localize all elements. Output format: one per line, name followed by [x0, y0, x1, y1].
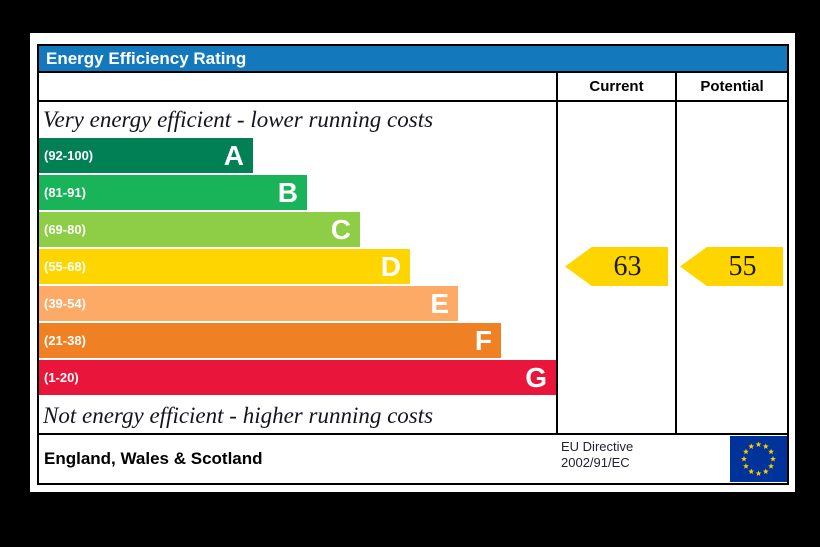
- current-rating-arrow: 63: [565, 247, 668, 286]
- eu-flag-icon: [730, 436, 787, 482]
- eu-flag-star: [748, 443, 755, 449]
- eu-flag-star: [762, 468, 769, 475]
- band-row-g: (1-20) G: [39, 360, 556, 395]
- footer-row: England, Wales & Scotland EU Directive 2…: [39, 433, 787, 483]
- band-letter: G: [525, 362, 547, 393]
- eu-flag-star: [742, 448, 749, 455]
- header-potential-label: Potential: [700, 78, 764, 95]
- eu-flag-star: [755, 470, 762, 477]
- band-range-label: (1-20): [44, 370, 79, 385]
- eu-flag-star: [742, 463, 749, 469]
- potential-column: 55: [675, 102, 787, 433]
- column-header-row: Current Potential: [39, 73, 787, 102]
- header-potential: Potential: [675, 73, 787, 100]
- eu-directive-line1: EU Directive: [561, 439, 634, 454]
- band-range-label: (81-91): [44, 185, 86, 200]
- band-row-c: (69-80) C: [39, 212, 556, 247]
- current-rating-value: 63: [613, 250, 642, 282]
- eu-directive-text: EU Directive 2002/91/EC: [561, 439, 633, 471]
- band-bar-d: (55-68) D: [39, 249, 410, 284]
- band-row-e: (39-54) E: [39, 286, 556, 321]
- epc-chart-frame: Energy Efficiency Rating Current Potenti…: [37, 44, 789, 485]
- band-bar-c: (69-80) C: [39, 212, 360, 247]
- caption-not-efficient: Not energy efficient - higher running co…: [43, 403, 434, 428]
- current-column: 63: [556, 102, 675, 433]
- eu-flag-star: [768, 448, 775, 455]
- potential-rating-arrow: 55: [680, 247, 783, 286]
- band-range-label: (92-100): [44, 148, 94, 163]
- band-range-label: (21-38): [44, 333, 86, 348]
- chart-body: Very energy efficient - lower running co…: [39, 102, 787, 433]
- band-bar-a: (92-100) A: [39, 138, 253, 173]
- header-current: Current: [556, 73, 675, 100]
- band-letter: D: [380, 251, 401, 282]
- band-bar-e: (39-54) E: [39, 286, 458, 321]
- band-letter: E: [430, 288, 449, 319]
- header-current-label: Current: [589, 78, 644, 95]
- band-range-label: (69-80): [44, 222, 86, 237]
- eu-flag-star: [748, 468, 755, 475]
- band-range-label: (55-68): [44, 259, 86, 274]
- band-letter: A: [223, 140, 244, 171]
- potential-rating-value: 55: [728, 250, 757, 282]
- chart-title-bar: Energy Efficiency Rating: [39, 46, 787, 73]
- band-bar-f: (21-38) F: [39, 323, 501, 358]
- band-letter: F: [474, 325, 492, 356]
- header-spacer: [39, 73, 556, 100]
- eu-directive-line2: 2002/91/EC: [561, 455, 630, 470]
- eu-flag-star: [755, 441, 762, 448]
- band-range-label: (39-54): [44, 296, 86, 311]
- eu-flag-star: [770, 455, 776, 462]
- chart-title: Energy Efficiency Rating: [46, 48, 247, 68]
- epc-chart-card: Energy Efficiency Rating Current Potenti…: [30, 33, 795, 492]
- eu-flag-star: [741, 455, 747, 462]
- eu-flag-star: [768, 463, 775, 469]
- band-row-a: (92-100) A: [39, 138, 556, 173]
- eu-flag-star: [762, 443, 769, 449]
- band-letter: B: [277, 177, 298, 208]
- band-row-f: (21-38) F: [39, 323, 556, 358]
- band-row-d: (55-68) D: [39, 249, 556, 284]
- region-label: England, Wales & Scotland: [44, 449, 263, 468]
- caption-efficient: Very energy efficient - lower running co…: [43, 107, 434, 132]
- bands-area: Very energy efficient - lower running co…: [39, 102, 556, 433]
- band-bar-g: (1-20) G: [39, 360, 556, 395]
- band-row-b: (81-91) B: [39, 175, 556, 210]
- band-bar-b: (81-91) B: [39, 175, 307, 210]
- band-letter: C: [330, 214, 351, 245]
